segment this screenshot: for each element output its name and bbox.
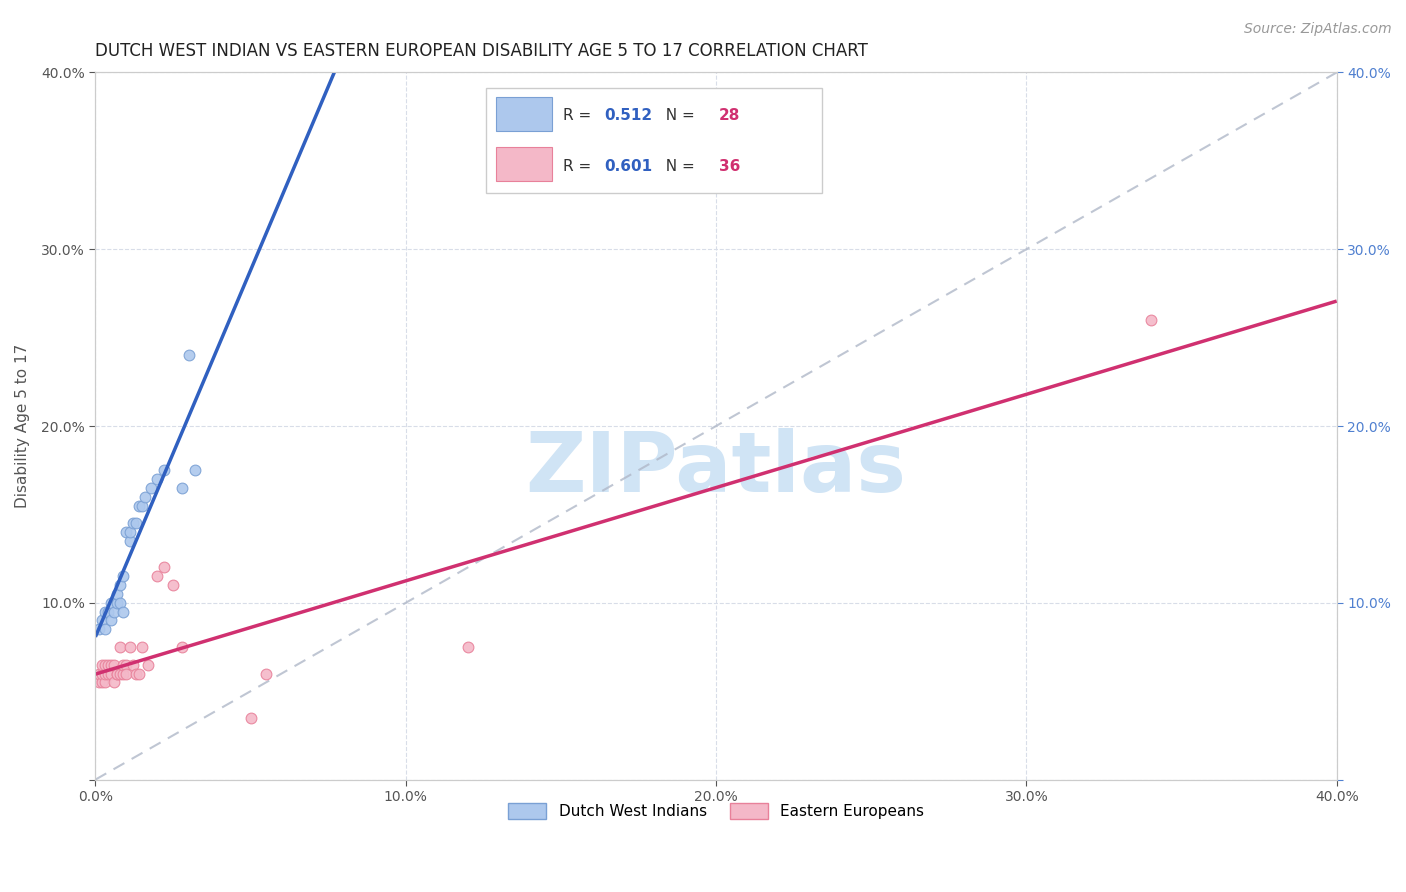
Point [172,640,194,654]
Point [103,675,125,690]
Point [146,569,169,583]
Text: Source: ZipAtlas.com: Source: ZipAtlas.com [1244,22,1392,37]
Point [134,490,156,504]
Point [152,560,174,574]
Point [110,640,132,654]
Point [152,463,174,477]
Y-axis label: Disability Age 5 to 17: Disability Age 5 to 17 [15,344,30,508]
Point [131,499,153,513]
FancyBboxPatch shape [486,88,821,193]
Point [121,516,143,531]
Point [141,481,163,495]
Point [172,481,194,495]
Point [110,578,132,592]
Text: ZIPatlas: ZIPatlas [526,428,907,509]
Point [110,666,132,681]
Point [125,516,148,531]
Point [239,711,262,725]
Text: 0.601: 0.601 [605,159,652,174]
Point [87,675,110,690]
Point [183,463,205,477]
Point [105,666,128,681]
Point [146,472,169,486]
Point [112,569,135,583]
Point [457,640,479,654]
Text: N =: N = [657,159,700,174]
Point [115,657,138,672]
Text: R =: R = [564,159,596,174]
Point [90,657,112,672]
Point [112,605,135,619]
Point [93,657,115,672]
Point [118,525,141,540]
Point [118,640,141,654]
Text: R =: R = [564,108,596,123]
Point [254,666,277,681]
Point [121,657,143,672]
FancyBboxPatch shape [496,146,553,180]
Point [93,675,115,690]
Text: DUTCH WEST INDIAN VS EASTERN EUROPEAN DISABILITY AGE 5 TO 17 CORRELATION CHART: DUTCH WEST INDIAN VS EASTERN EUROPEAN DI… [96,42,869,60]
Point [112,666,135,681]
Point [115,666,138,681]
Point [103,605,125,619]
Point [100,614,122,628]
Point [131,640,153,654]
Point [97,666,120,681]
Point [125,666,148,681]
Point [90,614,112,628]
Point [103,657,125,672]
Point [87,666,110,681]
Point [105,666,128,681]
Point [162,578,184,592]
Point [90,666,112,681]
Point [177,348,200,362]
Point [97,657,120,672]
Point [87,623,110,637]
Text: 28: 28 [718,108,740,123]
Point [93,666,115,681]
Point [100,666,122,681]
Point [105,587,128,601]
Point [128,499,150,513]
Point [100,657,122,672]
Point [115,525,138,540]
Point [93,605,115,619]
Text: 0.512: 0.512 [605,108,652,123]
Point [100,596,122,610]
Point [97,605,120,619]
Point [118,533,141,548]
Point [136,657,159,672]
Point [105,596,128,610]
Point [90,675,112,690]
Text: 36: 36 [718,159,740,174]
Text: N =: N = [657,108,700,123]
FancyBboxPatch shape [496,97,553,131]
Point [112,657,135,672]
Legend: Dutch West Indians, Eastern Europeans: Dutch West Indians, Eastern Europeans [502,797,931,825]
Point [1139,313,1161,327]
Point [128,666,150,681]
Point [110,596,132,610]
Point [93,623,115,637]
